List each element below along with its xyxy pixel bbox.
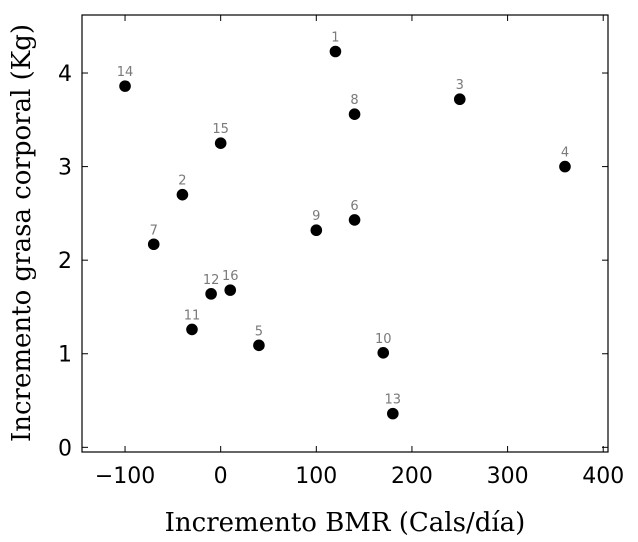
point-label: 13 — [385, 393, 402, 408]
x-tick-label: 100 — [295, 464, 337, 489]
point-label: 4 — [561, 146, 569, 161]
point-label: 2 — [178, 174, 186, 189]
data-point — [147, 238, 160, 251]
point-label: 5 — [255, 324, 263, 339]
y-tick-label: 4 — [58, 62, 72, 87]
point-label: 10 — [375, 332, 392, 347]
x-tick-label: 400 — [582, 464, 624, 489]
y-tick-label: 1 — [58, 343, 72, 368]
point-label: 15 — [212, 122, 229, 137]
data-point — [453, 93, 466, 106]
x-tick-label: 0 — [214, 464, 228, 489]
y-tick-label: 3 — [58, 156, 72, 181]
y-tick-label: 0 — [58, 436, 72, 461]
point-label: 9 — [312, 209, 320, 224]
plot-area-frame — [81, 14, 609, 453]
point-label: 6 — [350, 199, 358, 214]
x-tick-label: 200 — [391, 464, 433, 489]
data-point — [176, 188, 189, 201]
data-point — [559, 160, 571, 173]
y-axis-title: Incremento grasa corporal (Kg) — [7, 24, 37, 442]
data-point — [205, 288, 217, 300]
data-point — [186, 323, 198, 336]
data-point — [310, 224, 323, 237]
data-point — [329, 45, 342, 58]
data-point — [348, 214, 361, 226]
point-label: 11 — [184, 308, 201, 323]
data-point — [253, 339, 265, 352]
data-point — [214, 137, 227, 149]
data-point — [119, 80, 131, 92]
point-label: 8 — [350, 93, 358, 108]
x-axis-title: Incremento BMR (Cals/día) — [165, 508, 526, 538]
x-tick-label: 300 — [487, 464, 529, 489]
data-point — [348, 108, 361, 120]
point-label: 3 — [456, 78, 464, 93]
x-tick-label: −100 — [95, 464, 155, 489]
data-point — [224, 284, 237, 296]
point-label: 7 — [150, 223, 158, 238]
point-label: 16 — [222, 269, 239, 284]
point-label: 12 — [203, 273, 220, 288]
axis-ticks — [82, 15, 608, 452]
data-point — [387, 407, 399, 420]
point-label: 1 — [331, 30, 339, 45]
point-label: 14 — [117, 65, 134, 80]
y-tick-label: 2 — [58, 249, 72, 274]
data-point — [377, 347, 390, 359]
